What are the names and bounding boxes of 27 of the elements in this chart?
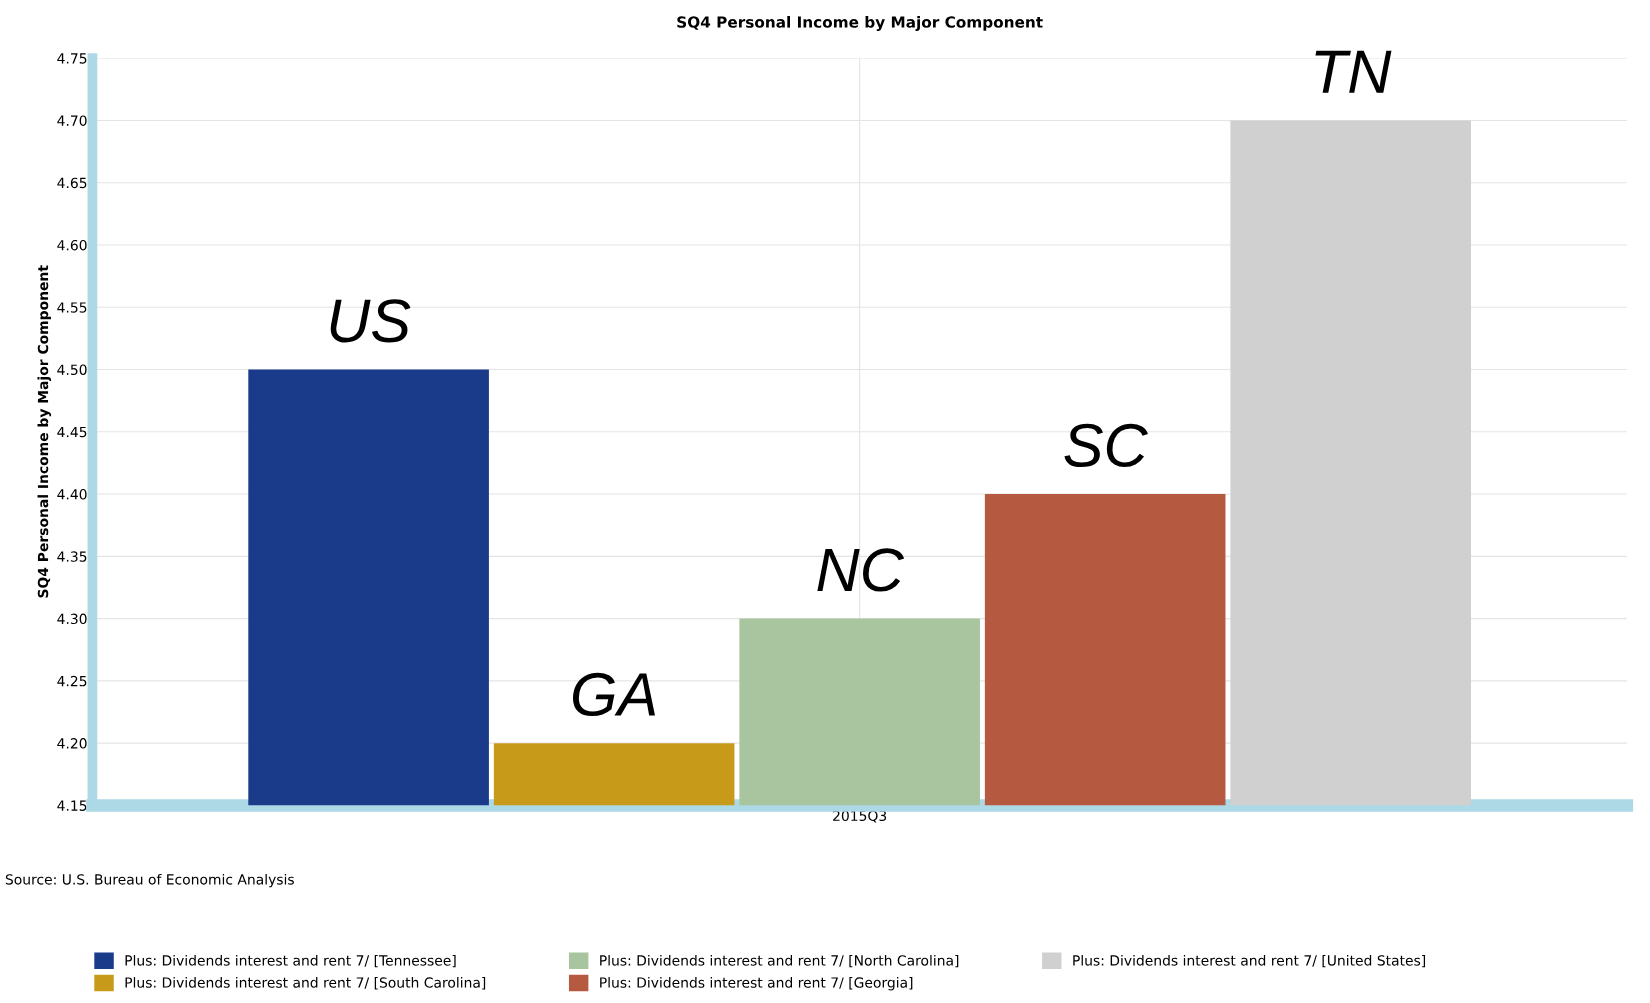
chart-title: SQ4 Personal Income by Major Component (677, 16, 1043, 31)
legend-label: Plus: Dividends interest and rent 7/ [South Carolina] (125, 977, 486, 990)
y-tick-label: 4.55 (57, 302, 87, 313)
y-tick-label: 4.45 (57, 426, 87, 438)
y-tick-label: 4.20 (57, 738, 87, 749)
annotation: GA (573, 672, 655, 717)
y-tick-label: 4.25 (57, 675, 87, 687)
y-tick-label: 4.50 (57, 364, 87, 375)
legend-label: Plus: Dividends interest and rent 7/ [North Carolina] (600, 954, 959, 968)
annotation: US (330, 299, 411, 343)
annotation: TN (1315, 50, 1392, 93)
y-tick-label: 4.35 (57, 551, 87, 562)
y-tick-label: 4.60 (57, 239, 87, 251)
legend-label: Plus: Dividends interest and rent 7/ [Tennessee] (125, 954, 456, 968)
y-tick-label: 4.15 (57, 800, 87, 811)
y-axis-title: SQ4 Personal Income by Major Component (37, 265, 52, 598)
annotation: SC (1064, 423, 1148, 468)
y-tick-label: 4.40 (57, 489, 87, 500)
y-tick-label: 4.75 (57, 53, 87, 64)
legend-label: Plus: Dividends interest and rent 7/ [Georgia] (600, 977, 913, 991)
annotation: NC (817, 548, 905, 592)
y-tick-label: 4.30 (57, 613, 87, 625)
legend-label: Plus: Dividends interest and rent 7/ [United States] (1073, 954, 1426, 968)
x-tick-label: 2015Q3 (833, 810, 887, 823)
y-tick-label: 4.65 (57, 177, 87, 189)
y-tick-label: 4.70 (57, 115, 87, 126)
source-note: Source: U.S. Bureau of Economic Analysis (5, 873, 294, 888)
